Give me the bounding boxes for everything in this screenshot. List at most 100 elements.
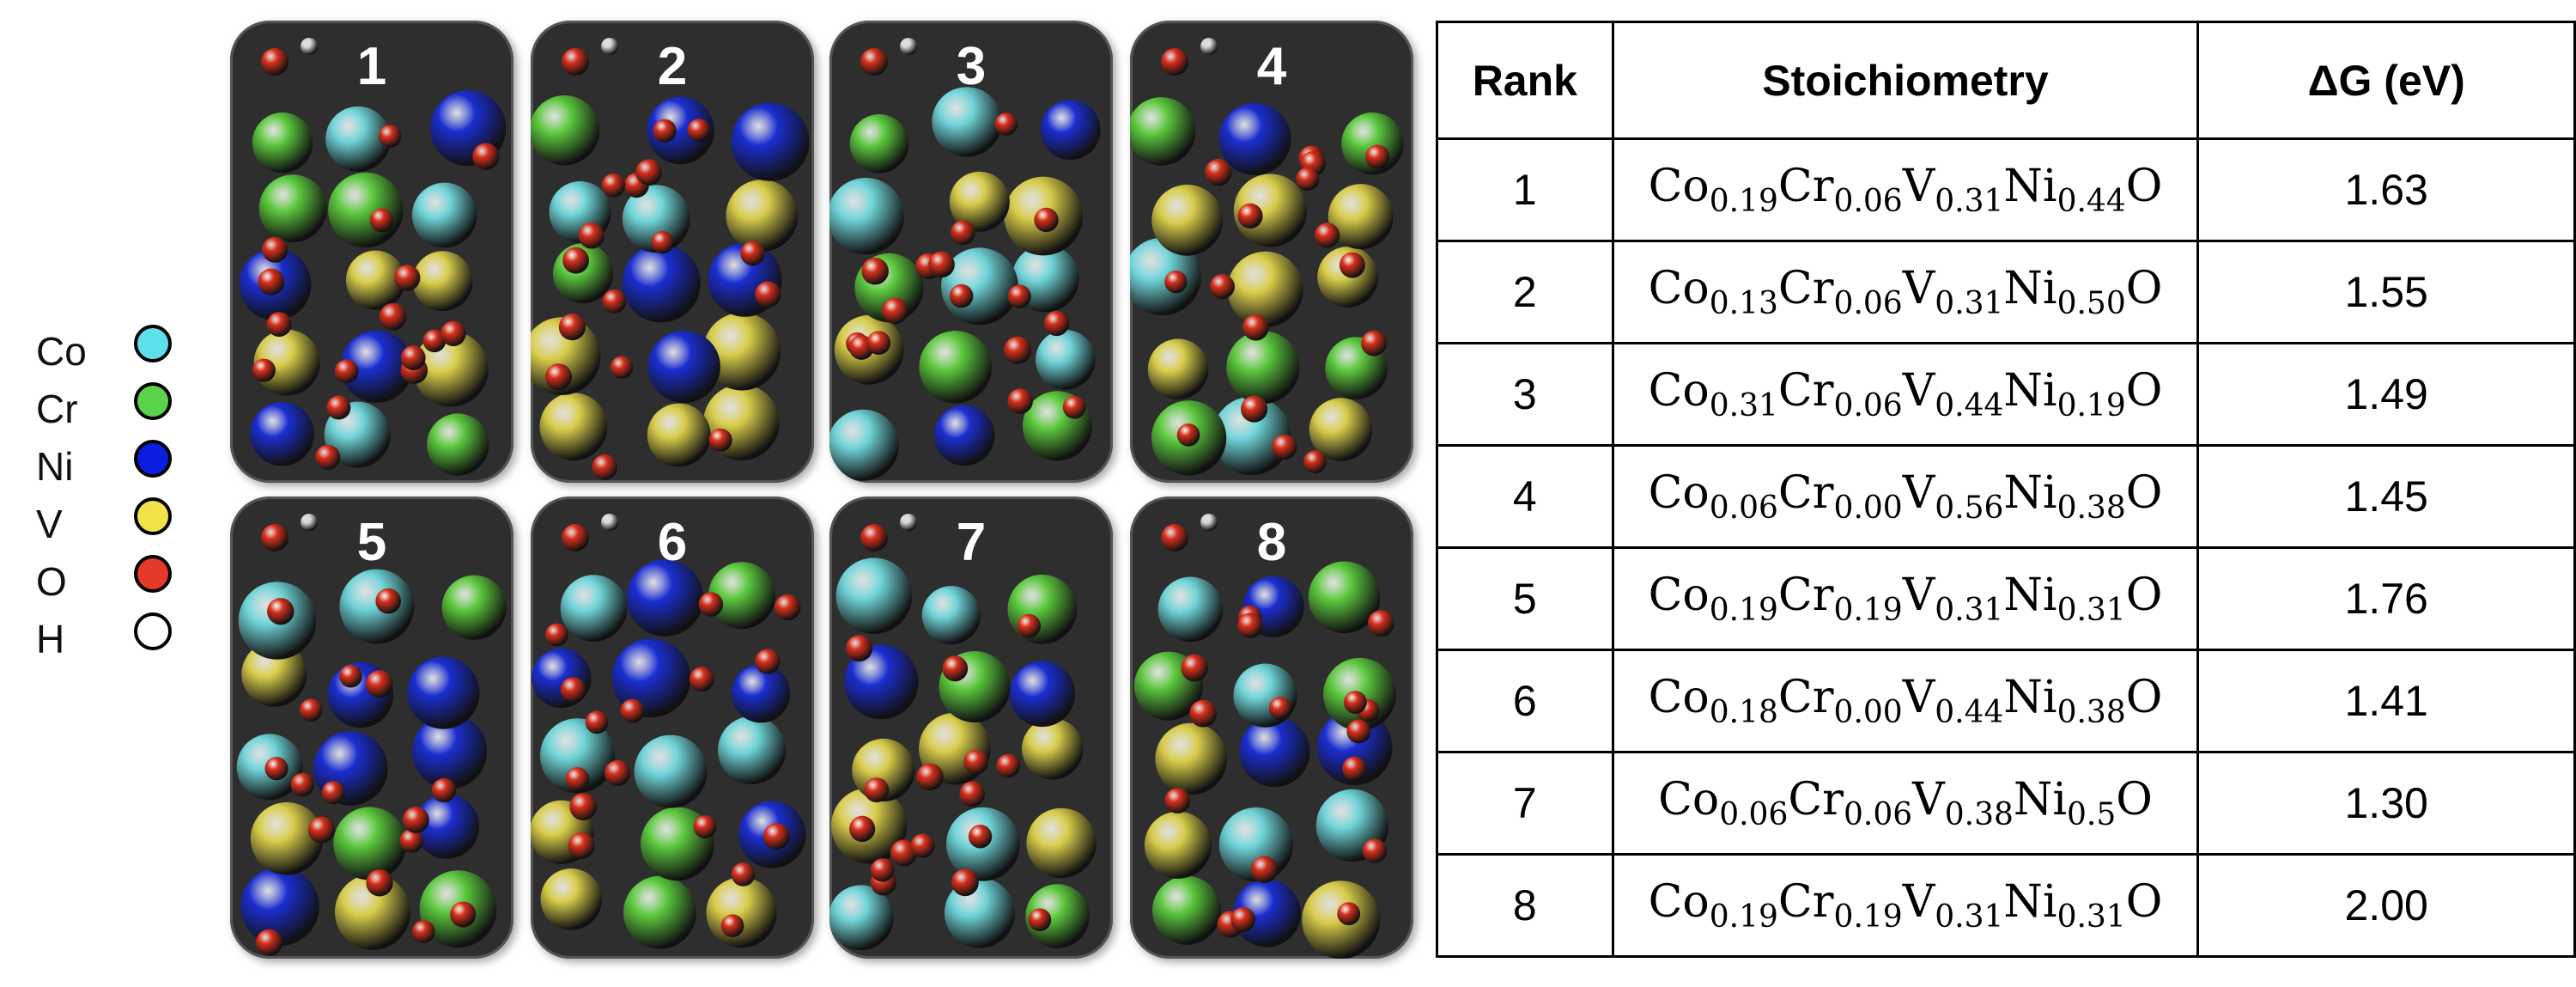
atom-o — [562, 48, 589, 76]
atom-o — [1361, 330, 1387, 356]
structure-panel-7: 7 — [829, 497, 1113, 959]
atom-cr — [1308, 561, 1381, 634]
delta-g-cell: 1.41 — [2196, 649, 2576, 753]
atom-h — [1200, 38, 1218, 55]
atom-o — [762, 823, 790, 850]
atom-o — [472, 143, 500, 170]
atom-cr — [1007, 574, 1078, 644]
rank-cell: 8 — [1436, 853, 1614, 958]
atom-co — [1036, 330, 1096, 390]
atom-co — [1157, 576, 1224, 643]
atom-o — [261, 48, 289, 76]
atom-cr — [258, 174, 327, 242]
atom-o — [266, 312, 292, 337]
atom-ni — [933, 405, 995, 466]
atom-ni — [414, 794, 480, 859]
atom-o — [558, 314, 586, 341]
atom-o — [562, 247, 589, 274]
atom-o — [849, 815, 876, 842]
rank-cell: 1 — [1436, 137, 1614, 242]
atom-ni — [250, 401, 314, 466]
atom-o — [864, 777, 890, 802]
atom-o — [1303, 450, 1327, 473]
atom-o — [996, 753, 1020, 778]
stoichiometry-cell: Co0.19Cr0.06V0.31Ni0.44O — [1611, 137, 2200, 242]
atom-cr — [1152, 875, 1221, 945]
atomic-structure-image — [1130, 38, 1404, 476]
atom-h — [1200, 514, 1218, 531]
atom-o — [1043, 310, 1070, 337]
atom-o — [653, 119, 677, 143]
legend-label: O — [36, 559, 67, 604]
panel-number: 5 — [356, 513, 387, 572]
atomic-structure-image — [239, 38, 507, 476]
delta-g-cell: 1.30 — [2196, 751, 2576, 856]
atom-o — [890, 839, 917, 867]
atomic-structure-image — [829, 514, 1097, 951]
rank-cell: 6 — [1436, 649, 1614, 753]
panel-number: 3 — [956, 37, 987, 96]
atom-co — [325, 106, 391, 172]
atom-o — [860, 48, 888, 76]
atom-v — [250, 801, 324, 875]
atom-v — [345, 250, 405, 310]
atom-cr — [1025, 884, 1090, 948]
atom-o — [261, 524, 289, 551]
legend-swatch-ni — [134, 440, 172, 478]
atom-o — [1007, 284, 1031, 308]
atom-o — [258, 268, 285, 295]
table-row: 4 Co0.06Cr0.00V0.56Ni0.38O 1.45 — [1436, 444, 2576, 549]
atom-o — [307, 816, 335, 844]
atom-o — [1004, 336, 1032, 364]
atom-co — [540, 718, 615, 794]
atom-o — [1367, 610, 1394, 637]
atom-h — [900, 38, 917, 55]
atom-co — [560, 575, 628, 642]
atom-h — [301, 514, 318, 531]
atom-o — [1272, 434, 1297, 460]
structure-panels: 1 2 3 4 5 6 7 8 — [230, 21, 1413, 959]
atom-o — [1241, 395, 1268, 423]
panel-number: 4 — [1256, 37, 1287, 96]
atom-cr — [531, 95, 600, 166]
atom-v — [647, 403, 711, 467]
atom-o — [949, 283, 974, 308]
stoichiometry-cell: Co0.31Cr0.06V0.44Ni0.19O — [1611, 342, 2200, 447]
atom-v — [1227, 251, 1303, 327]
legend-item-co: Co — [33, 325, 196, 376]
atom-co — [1130, 237, 1201, 316]
legend-item-cr: Cr — [33, 382, 196, 434]
atom-o — [951, 868, 979, 897]
atom-o — [882, 297, 908, 325]
atom-o — [651, 231, 674, 254]
atom-ni — [1239, 716, 1310, 788]
atom-v — [1309, 398, 1373, 461]
atom-o — [1007, 388, 1033, 414]
atom-o — [861, 257, 889, 285]
atom-o — [1028, 908, 1052, 931]
atomic-structure-image — [829, 38, 1101, 481]
atom-o — [866, 331, 891, 355]
atom-o — [568, 832, 595, 859]
atom-o — [928, 251, 955, 278]
table-row: 5 Co0.19Cr0.19V0.31Ni0.31O 1.76 — [1436, 546, 2576, 651]
table-row: 6 Co0.18Cr0.00V0.44Ni0.38O 1.41 — [1436, 649, 2576, 753]
atom-co — [829, 178, 904, 255]
atom-h — [601, 514, 618, 531]
atom-o — [399, 829, 423, 853]
header-delta-g: ΔG (eV) — [2196, 21, 2576, 140]
structure-panel-6: 6 — [531, 497, 814, 959]
atom-o — [1315, 222, 1340, 248]
atom-o — [693, 815, 717, 838]
atom-o — [687, 119, 711, 142]
atom-o — [871, 858, 895, 882]
atom-o — [740, 241, 765, 266]
stoichiometry-cell: Co0.06Cr0.00V0.56Ni0.38O — [1611, 444, 2200, 549]
legend-label: H — [36, 617, 65, 661]
atom-co — [921, 586, 981, 645]
atom-o — [585, 710, 609, 734]
atom-v — [726, 180, 799, 252]
atom-o — [698, 592, 724, 617]
atom-o — [326, 395, 351, 420]
atom-o — [431, 777, 457, 803]
